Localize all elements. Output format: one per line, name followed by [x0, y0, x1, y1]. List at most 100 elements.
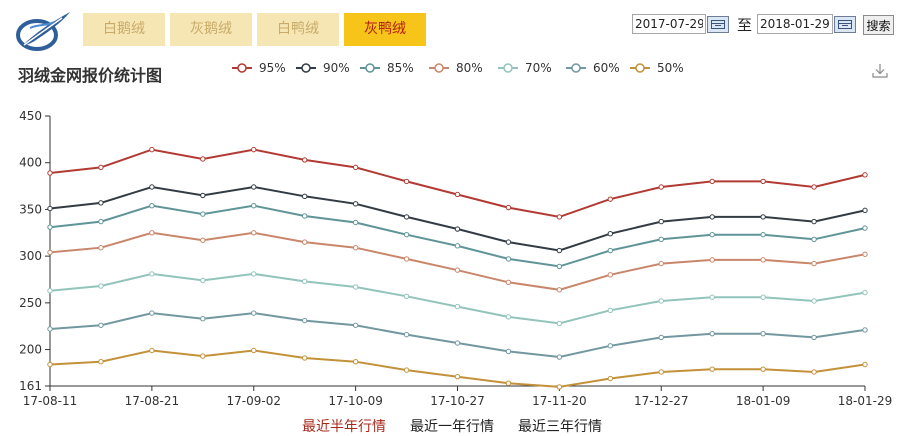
data-point [862, 361, 868, 368]
data-point [301, 193, 308, 200]
data-point [811, 260, 817, 267]
range-half-year-link[interactable]: 最近半年行情 [302, 419, 386, 435]
data-point [709, 214, 715, 220]
data-point [454, 303, 461, 310]
data-point [505, 239, 512, 245]
data-point [454, 267, 461, 273]
data-point [200, 192, 206, 199]
data-point [47, 288, 53, 294]
data-point [403, 367, 410, 373]
data-point [149, 347, 155, 354]
legend-label: 95% [259, 61, 286, 75]
data-point [251, 347, 257, 354]
data-point [301, 355, 308, 361]
tab-white-duck-down[interactable]: 白鸭绒 [257, 13, 339, 46]
data-point [658, 260, 664, 267]
data-point [505, 314, 512, 320]
data-point [607, 247, 614, 254]
legend-label: 50% [657, 61, 684, 75]
range-one-year-link[interactable]: 最近一年行情 [410, 419, 494, 435]
data-point [149, 184, 155, 190]
x-tick-label: 18-01-29 [838, 394, 892, 408]
data-point [607, 231, 614, 237]
data-point [862, 251, 868, 257]
start-date-input[interactable] [632, 14, 706, 34]
data-point [454, 243, 461, 249]
data-point [149, 146, 155, 153]
data-point [811, 184, 817, 190]
data-point [200, 277, 206, 284]
data-point [352, 284, 359, 290]
tab-white-goose-down[interactable]: 白鹅绒 [83, 13, 165, 46]
data-point [556, 247, 563, 254]
data-point [709, 231, 715, 238]
data-point [607, 375, 614, 382]
y-tick-label: 200 [19, 343, 42, 357]
legend-label: 90% [323, 61, 350, 75]
data-point [251, 230, 257, 236]
data-point [47, 170, 53, 176]
data-point [98, 200, 104, 206]
data-point [47, 224, 53, 230]
data-point [352, 245, 359, 251]
chart-title: 羽绒金网报价统计图 [18, 66, 163, 85]
data-point [301, 213, 308, 219]
data-point [47, 249, 53, 256]
data-point [862, 327, 868, 333]
data-point [251, 202, 257, 209]
data-point [862, 172, 868, 178]
data-point [200, 353, 206, 359]
data-point [454, 340, 461, 346]
data-point [301, 239, 308, 245]
calendar-icon[interactable] [834, 16, 856, 33]
data-point [47, 326, 53, 332]
x-tick-label: 17-10-27 [430, 394, 484, 408]
data-point [403, 231, 410, 238]
x-tick-label: 17-11-20 [532, 394, 586, 408]
data-point [98, 359, 104, 365]
data-point [505, 348, 512, 355]
data-point [811, 298, 817, 304]
calendar-icon[interactable] [707, 16, 729, 33]
data-point [658, 369, 664, 375]
data-point [98, 322, 104, 328]
data-point [149, 230, 155, 236]
legend-marker [365, 63, 375, 73]
data-point [47, 361, 53, 368]
legend-label: 80% [456, 61, 483, 75]
data-point [811, 218, 817, 225]
data-point [760, 214, 766, 220]
data-point [251, 271, 257, 277]
data-point [760, 257, 766, 263]
data-point [607, 307, 614, 314]
download-icon[interactable] [871, 62, 889, 80]
y-tick-label: 350 [19, 202, 42, 216]
end-date-input[interactable] [757, 14, 833, 34]
data-point [760, 366, 766, 372]
search-button[interactable]: 搜索 [863, 15, 894, 35]
data-point [862, 289, 868, 296]
data-point [454, 226, 461, 232]
data-point [251, 146, 257, 153]
data-point [352, 219, 359, 226]
y-tick-label: 300 [19, 249, 42, 263]
data-point [403, 256, 410, 262]
data-point [352, 201, 359, 207]
x-tick-label: 17-08-11 [23, 394, 77, 408]
range-three-year-link[interactable]: 最近三年行情 [518, 419, 602, 435]
data-point [760, 231, 766, 238]
data-point [47, 205, 53, 212]
data-point [709, 366, 715, 372]
data-point [658, 334, 664, 341]
data-point [98, 164, 104, 171]
data-point [505, 380, 512, 386]
legend-marker [503, 63, 513, 73]
data-point [760, 330, 766, 337]
tab-grey-duck-down[interactable]: 灰鸭绒 [344, 13, 426, 46]
data-point [505, 204, 512, 211]
x-tick-label: 17-10-09 [328, 394, 382, 408]
data-point [403, 331, 410, 338]
tab-grey-goose-down[interactable]: 灰鹅绒 [170, 13, 252, 46]
legend-label: 85% [387, 61, 414, 75]
